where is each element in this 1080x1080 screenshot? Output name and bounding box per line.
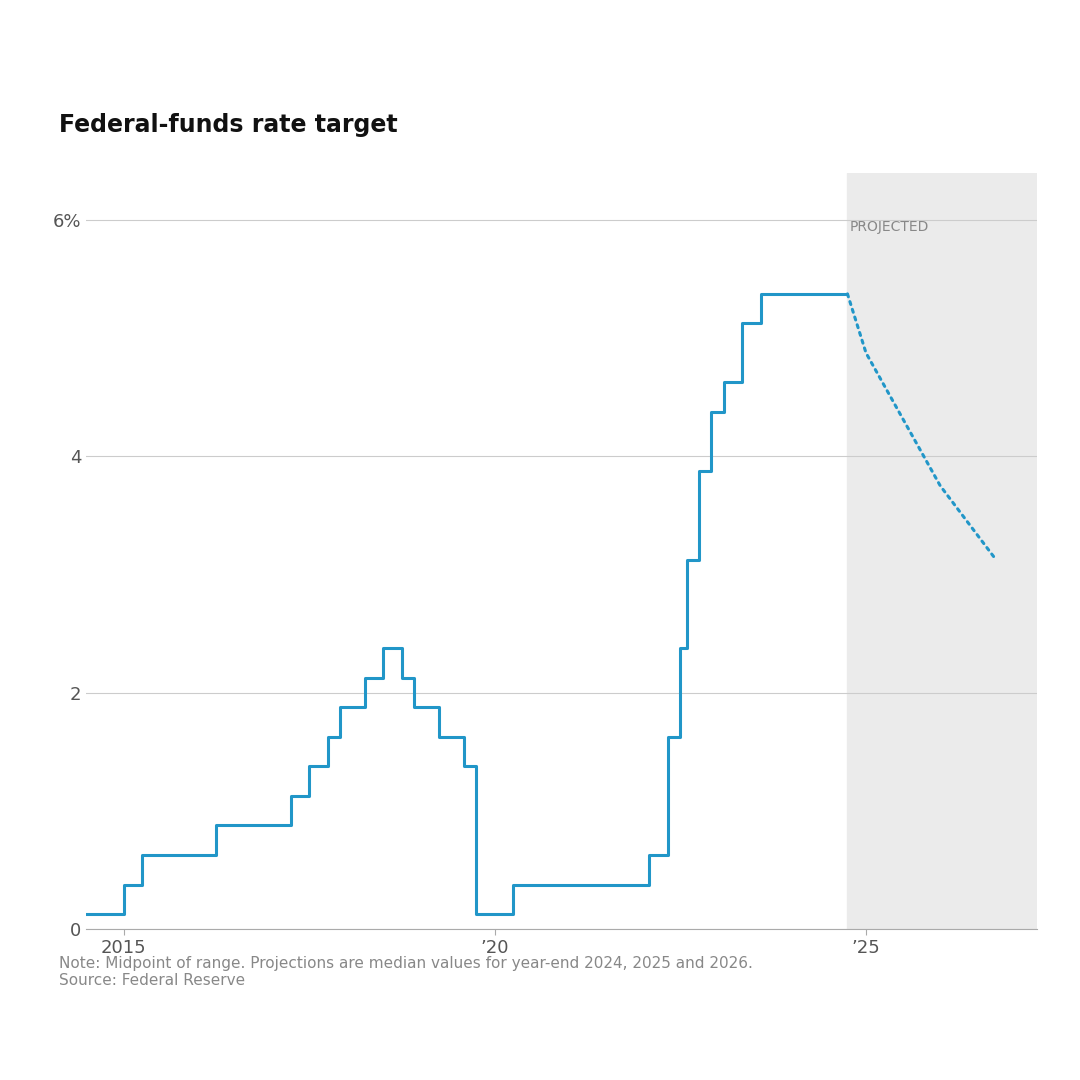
Text: PROJECTED: PROJECTED xyxy=(850,220,929,234)
Text: Federal-funds rate target: Federal-funds rate target xyxy=(59,113,399,137)
Bar xyxy=(848,173,1074,929)
Text: Note: Midpoint of range. Projections are median values for year-end 2024, 2025 a: Note: Midpoint of range. Projections are… xyxy=(59,956,753,988)
